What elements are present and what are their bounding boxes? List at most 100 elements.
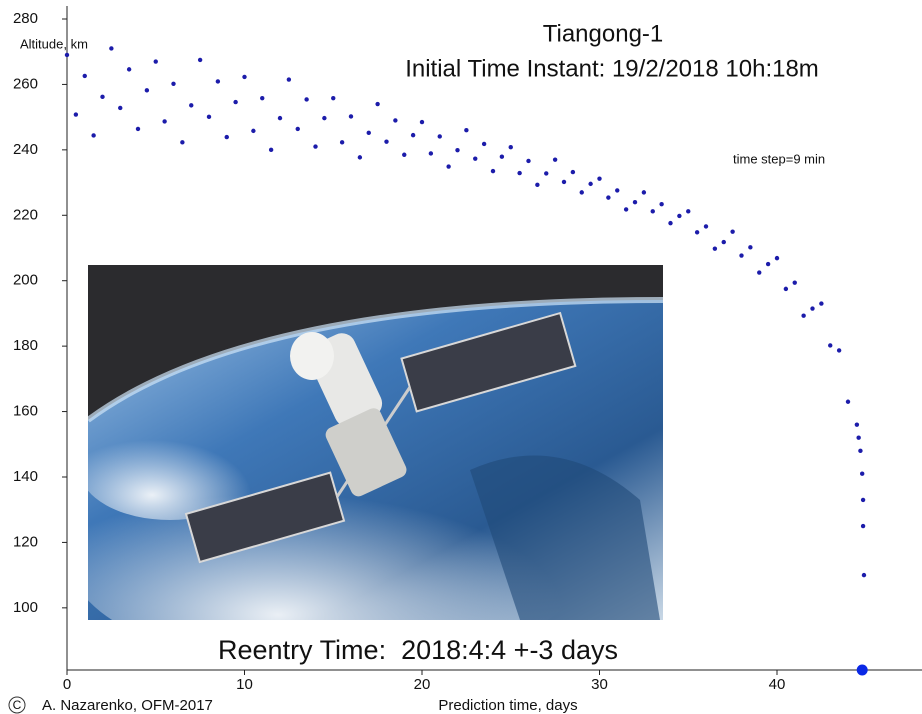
data-point	[286, 77, 292, 82]
data-point	[197, 57, 203, 63]
data-point	[561, 179, 567, 185]
copyright-symbol: C	[13, 698, 22, 712]
data-point	[730, 229, 735, 234]
data-point	[774, 255, 780, 261]
data-point	[242, 74, 247, 80]
data-point	[366, 130, 371, 136]
data-point	[641, 190, 647, 195]
data-point	[623, 207, 629, 212]
data-point	[464, 128, 469, 133]
data-point	[819, 301, 824, 306]
data-point	[508, 145, 513, 150]
data-point	[517, 170, 522, 176]
data-point	[703, 224, 709, 229]
data-point	[861, 572, 867, 578]
data-point	[860, 523, 866, 529]
annotation: time step=9 min	[733, 151, 825, 166]
data-point	[144, 88, 150, 93]
data-point	[810, 306, 815, 311]
data-point	[384, 139, 389, 144]
data-point	[845, 399, 851, 404]
x-tick-label: 20	[414, 676, 431, 693]
x-tick-label: 10	[236, 676, 253, 693]
data-point	[544, 171, 549, 176]
data-point	[419, 119, 425, 125]
data-point	[615, 188, 620, 193]
data-point	[313, 144, 318, 149]
y-tick-label: 260	[13, 75, 38, 92]
data-point	[748, 245, 753, 250]
data-point	[473, 156, 478, 161]
data-point	[64, 52, 70, 58]
y-tick-label: 200	[13, 272, 38, 289]
data-point	[233, 99, 238, 105]
data-point	[375, 101, 380, 107]
data-point	[268, 147, 274, 153]
data-point	[260, 95, 265, 101]
data-point	[322, 115, 327, 121]
y-tick-label: 160	[13, 403, 38, 420]
data-point	[801, 313, 806, 318]
data-point	[765, 261, 771, 267]
data-point	[606, 195, 611, 200]
data-point	[189, 103, 194, 108]
chart-subtitle: Initial Time Instant: 19/2/2018 10h:18m	[405, 55, 819, 82]
data-point	[91, 133, 96, 138]
data-point	[858, 448, 863, 454]
data-point	[455, 147, 460, 153]
data-point	[712, 246, 718, 251]
x-tick-label: 30	[591, 676, 608, 693]
data-point	[82, 73, 87, 79]
data-point	[206, 114, 212, 120]
data-point	[348, 114, 354, 119]
x-axis-label: Prediction time, days	[438, 697, 577, 714]
data-point	[757, 270, 762, 275]
y-tick-label: 100	[13, 599, 38, 616]
data-point	[109, 46, 114, 51]
data-point	[686, 209, 691, 214]
data-point	[490, 168, 496, 174]
data-point	[180, 140, 185, 145]
y-tick-label: 140	[13, 468, 38, 485]
data-point	[535, 182, 540, 188]
data-point	[552, 157, 558, 162]
data-point	[499, 154, 505, 159]
data-point	[162, 119, 167, 124]
data-point	[437, 134, 442, 139]
data-point	[339, 140, 345, 145]
data-point	[721, 239, 726, 245]
data-point	[856, 435, 861, 440]
data-point	[668, 220, 673, 226]
credit: A. Nazarenko, OFM-2017	[42, 697, 213, 714]
data-point	[331, 95, 336, 101]
copyright-circle	[8, 696, 26, 714]
data-point	[579, 190, 584, 195]
data-point	[677, 213, 682, 219]
data-point	[171, 81, 176, 86]
y-tick-label: 180	[13, 337, 38, 354]
data-point	[118, 105, 123, 111]
data-point	[659, 201, 664, 207]
data-point	[632, 199, 638, 205]
data-point	[402, 152, 407, 157]
data-point	[792, 280, 797, 285]
data-point	[856, 664, 868, 676]
chart-title: Tiangong-1	[543, 20, 664, 47]
y-axis-label: Altitude, km	[20, 36, 88, 51]
data-point	[446, 164, 451, 169]
data-point	[860, 471, 865, 476]
x-tick-label: 0	[63, 676, 71, 693]
y-tick-label: 240	[13, 141, 38, 158]
data-point	[481, 141, 487, 147]
data-point	[650, 209, 655, 214]
data-point	[526, 158, 531, 164]
data-point	[393, 118, 398, 123]
data-point	[304, 97, 309, 102]
data-point	[588, 181, 593, 187]
data-point	[73, 112, 79, 117]
data-point	[135, 126, 141, 132]
data-point	[428, 151, 434, 156]
data-point	[357, 155, 363, 160]
y-tick-label: 120	[13, 533, 38, 550]
